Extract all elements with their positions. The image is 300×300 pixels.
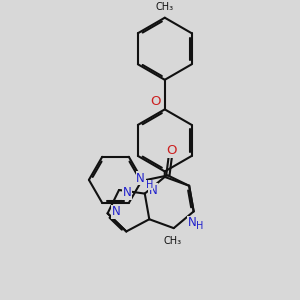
Text: N: N [123, 186, 132, 200]
Text: O: O [166, 144, 176, 157]
Text: N: N [112, 206, 121, 218]
Text: N: N [149, 184, 158, 196]
Text: N: N [188, 216, 197, 229]
Text: N: N [136, 172, 145, 185]
Text: H: H [146, 180, 153, 190]
Text: H: H [196, 221, 204, 231]
Text: CH₃: CH₃ [156, 2, 174, 12]
Text: O: O [150, 95, 160, 109]
Text: CH₃: CH₃ [163, 236, 181, 246]
